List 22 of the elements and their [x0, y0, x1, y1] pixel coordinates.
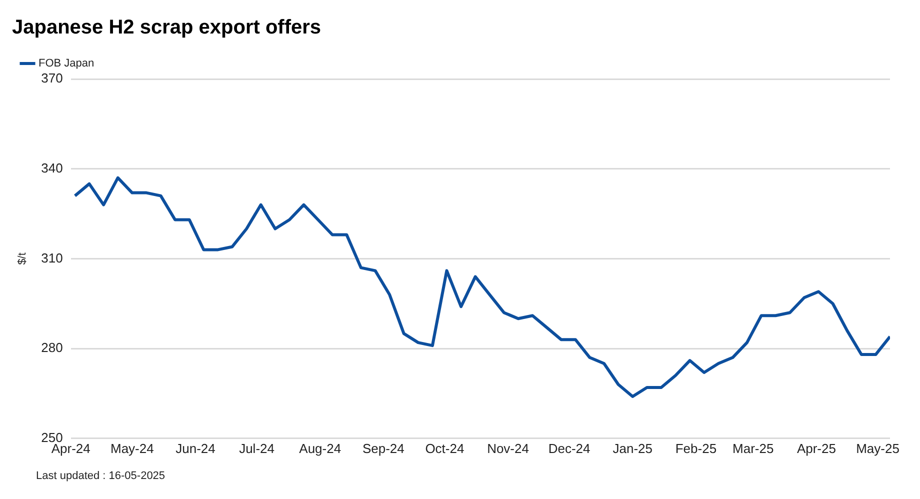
y-tick-label: 370	[41, 70, 63, 86]
y-tick-label: 250	[41, 430, 63, 445]
x-tick-label: Feb-25	[675, 440, 717, 456]
y-tick-label: 310	[41, 250, 63, 266]
x-tick-label: Dec-24	[548, 440, 590, 456]
x-tick-label: Sep-24	[362, 440, 404, 456]
chart-title: Japanese H2 scrap export offers	[12, 16, 322, 39]
x-tick-label: Aug-24	[299, 440, 342, 456]
x-tick-label: Oct-24	[425, 440, 464, 456]
legend-label: FOB Japan	[38, 58, 94, 70]
x-tick-label: May-24	[110, 440, 154, 456]
x-tick-label: May-25	[856, 440, 900, 456]
y-axis-title: $/t	[16, 252, 29, 265]
y-tick-label: 340	[41, 160, 63, 176]
x-tick-label: Jun-24	[176, 440, 216, 456]
y-tick-label: 280	[41, 340, 63, 356]
text: Last updated : 16-05-2025	[35, 470, 166, 482]
x-tick-label: Jan-25	[612, 440, 652, 456]
x-tick-label: Mar-25	[732, 440, 774, 456]
x-tick-label: Nov-24	[487, 440, 529, 456]
x-tick-label: Apr-25	[796, 440, 836, 456]
x-tick-label: Jul-24	[239, 440, 274, 456]
